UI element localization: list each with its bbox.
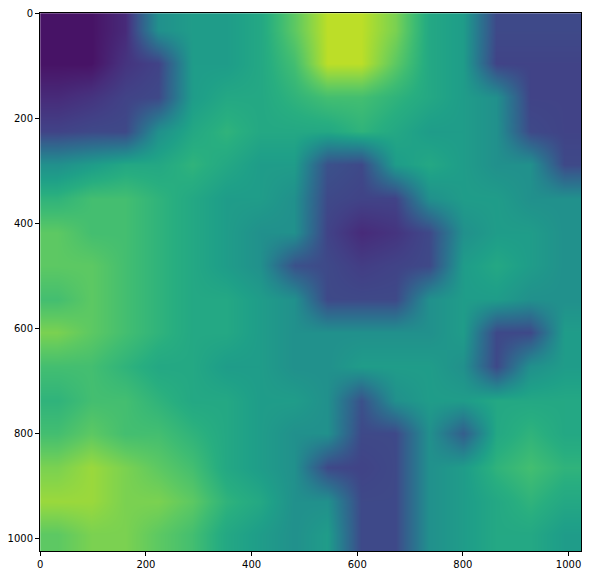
svg-text:800: 800: [453, 559, 472, 570]
svg-text:400: 400: [14, 218, 33, 229]
svg-text:0: 0: [37, 559, 43, 570]
svg-text:200: 200: [14, 113, 33, 124]
svg-text:0: 0: [27, 8, 33, 19]
svg-text:200: 200: [136, 559, 155, 570]
svg-text:400: 400: [242, 559, 261, 570]
svg-text:800: 800: [14, 428, 33, 439]
svg-text:1000: 1000: [556, 559, 581, 570]
svg-text:600: 600: [14, 323, 33, 334]
svg-text:600: 600: [348, 559, 367, 570]
svg-text:1000: 1000: [8, 533, 33, 544]
